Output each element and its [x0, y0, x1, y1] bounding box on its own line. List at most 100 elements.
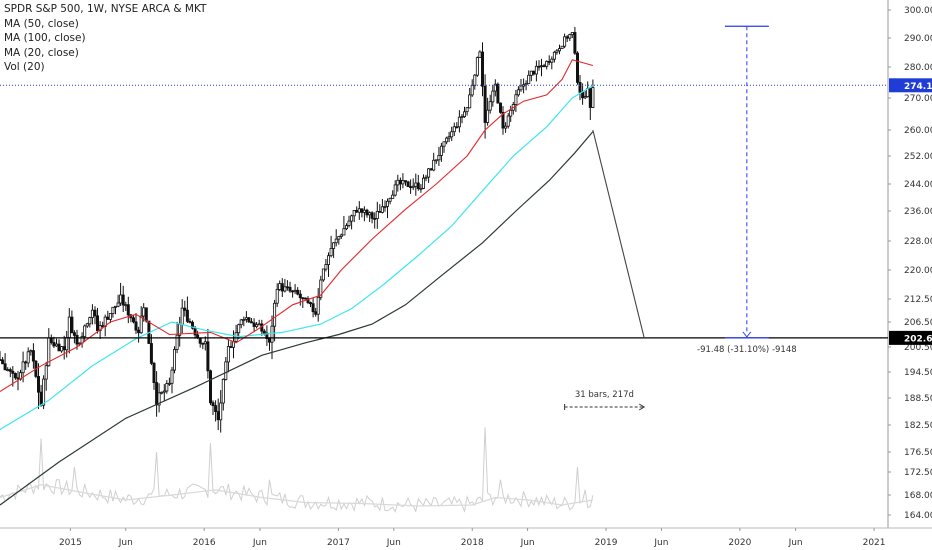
candle-body — [49, 337, 53, 343]
candle-body — [0, 359, 2, 361]
candle-body — [214, 405, 218, 413]
candle-body — [329, 247, 333, 257]
candle-body — [432, 159, 436, 171]
candle-body — [221, 378, 225, 404]
candle-body — [411, 185, 415, 188]
candle-body — [62, 346, 66, 351]
candle-body — [162, 390, 166, 393]
x-tick-label: 2020 — [728, 538, 751, 548]
candle-body — [211, 402, 215, 407]
candle-body — [460, 116, 464, 118]
y-tick-label: 168.00 — [904, 491, 932, 501]
candle-body — [237, 324, 241, 334]
x-tick-label: 2019 — [595, 538, 618, 548]
legend-ma50[interactable]: MA (50, close) — [4, 17, 79, 30]
candle-body — [344, 225, 348, 230]
candle-body — [291, 290, 295, 293]
y-tick-label: 212.50 — [904, 295, 932, 305]
candle-body — [429, 168, 433, 171]
y-tick-label: 236.00 — [904, 207, 932, 217]
candle-body — [383, 205, 387, 208]
candle-body — [421, 177, 425, 189]
candle-body — [306, 298, 310, 304]
y-tick-label: 228.00 — [904, 237, 932, 247]
candle-body — [396, 179, 400, 186]
candle-body — [65, 337, 69, 351]
candle-body — [247, 317, 251, 323]
y-tick-label: 220.00 — [904, 266, 932, 276]
candle-body — [360, 208, 364, 213]
candle-body — [352, 209, 356, 217]
candle-body — [321, 268, 325, 281]
y-tick-label: 270.00 — [904, 94, 932, 104]
candle-body — [398, 179, 402, 185]
candle-body — [576, 52, 580, 83]
candle-body — [119, 294, 123, 304]
y-tick-label: 194.50 — [904, 368, 932, 378]
candle-body — [545, 61, 549, 67]
candle-body — [190, 321, 194, 329]
y-tick-label: 244.00 — [904, 180, 932, 190]
candle-body — [480, 51, 484, 87]
candle-body — [31, 350, 35, 362]
candle-body — [529, 70, 533, 76]
y-tick-label: 290.00 — [904, 34, 932, 44]
candle-body — [527, 74, 531, 84]
candle-body — [339, 234, 343, 237]
candle-body — [98, 325, 102, 332]
candle-body — [308, 302, 312, 305]
candle-body — [293, 289, 297, 292]
candle-body — [540, 65, 544, 68]
candle-body — [6, 369, 10, 372]
candle-body — [262, 330, 266, 334]
candle-body — [403, 180, 407, 183]
candle-body — [144, 307, 148, 322]
candle-body — [26, 351, 30, 364]
candle-body — [13, 372, 17, 379]
legend-ma100[interactable]: MA (100, close) — [4, 32, 86, 44]
candle-body — [285, 286, 289, 289]
candle-body — [75, 334, 79, 345]
candle-body — [450, 131, 454, 138]
candle-body — [565, 36, 569, 39]
candle-body — [229, 346, 233, 348]
candle-body — [532, 70, 536, 75]
candle-body — [416, 182, 420, 189]
candle-body — [83, 325, 87, 337]
candle-body — [273, 302, 277, 327]
candle-body — [244, 317, 248, 320]
candle-body — [267, 338, 271, 343]
candle-body — [368, 212, 372, 216]
candle-body — [409, 186, 413, 189]
y-tick-label: 182.50 — [904, 421, 932, 431]
candle-body — [558, 48, 562, 52]
candle-body — [180, 307, 184, 325]
candle-body — [419, 187, 423, 190]
support-price-tag-bg — [889, 330, 932, 345]
candle-body — [55, 343, 59, 347]
ma50-line — [0, 85, 594, 431]
candle-body — [152, 362, 156, 383]
candle-body — [252, 322, 256, 327]
x-tick-label: 2015 — [59, 538, 82, 548]
candle-body — [316, 296, 320, 315]
candle-body — [550, 58, 554, 63]
candle-body — [583, 96, 587, 99]
candle-body — [357, 208, 361, 213]
ma20-line — [0, 59, 594, 392]
candle-body — [370, 212, 374, 219]
legend-volume[interactable]: Vol (20) — [4, 61, 45, 73]
measure-label: -91.48 (-31.10%) -9148 — [697, 345, 797, 355]
candle-body — [203, 341, 207, 345]
candle-body — [334, 238, 338, 244]
candle-body — [234, 332, 238, 342]
candle-body — [486, 109, 490, 123]
legend-ma20[interactable]: MA (20, close) — [4, 46, 79, 59]
candle-body — [296, 289, 300, 295]
candle-body — [491, 90, 495, 103]
x-tick-label: Jun — [386, 538, 401, 548]
candle-body — [126, 304, 130, 316]
candle-body — [106, 316, 110, 320]
candle-body — [498, 102, 502, 113]
